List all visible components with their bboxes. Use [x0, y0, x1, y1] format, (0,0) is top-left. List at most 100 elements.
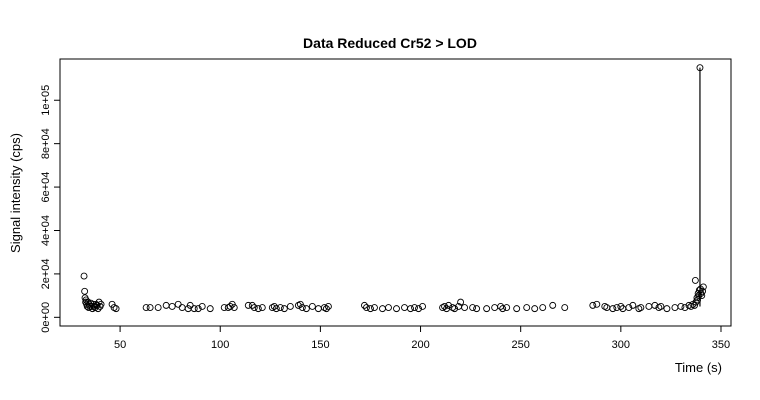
data-point — [461, 304, 469, 311]
y-tick-label: 2e+04 — [40, 258, 52, 289]
data-point — [250, 304, 258, 311]
data-point — [473, 305, 481, 313]
data-point — [146, 304, 154, 311]
data-point — [445, 301, 453, 309]
data-point — [609, 305, 617, 313]
data-point — [367, 305, 374, 313]
data-series — [80, 64, 707, 313]
data-point — [154, 304, 162, 311]
data-point — [491, 304, 499, 311]
data-point — [190, 305, 198, 313]
data-point — [361, 301, 368, 309]
data-point — [142, 304, 150, 311]
x-axis: 50 100 150 200 250 300 350 — [114, 325, 730, 351]
data-point — [401, 304, 408, 311]
data-point — [258, 304, 266, 311]
data-point — [174, 300, 182, 308]
data-point — [698, 292, 706, 300]
x-tick-label: 200 — [411, 339, 429, 351]
x-tick-label: 350 — [712, 339, 730, 351]
data-point — [248, 301, 256, 309]
data-point — [694, 296, 701, 304]
data-point — [97, 300, 105, 308]
x-tick-label: 300 — [612, 339, 630, 351]
data-point — [254, 305, 262, 313]
x-axis-label: Time (s) — [675, 360, 722, 375]
data-point — [407, 305, 414, 313]
data-point — [483, 305, 491, 313]
data-point — [531, 305, 539, 313]
data-point — [629, 301, 637, 309]
data-point — [324, 303, 332, 310]
data-point — [371, 304, 378, 311]
data-point — [696, 64, 704, 72]
data-point — [244, 301, 252, 309]
data-point — [687, 303, 695, 310]
data-point — [625, 304, 633, 311]
data-point — [194, 305, 202, 313]
data-point — [415, 305, 422, 313]
data-point — [699, 287, 707, 295]
data-point — [513, 305, 521, 313]
data-point — [503, 304, 511, 311]
data-point — [81, 287, 89, 295]
data-point — [95, 298, 103, 306]
data-point — [280, 305, 288, 313]
data-point — [469, 304, 477, 311]
data-point — [411, 304, 418, 311]
data-point — [298, 304, 306, 311]
data-point — [499, 305, 507, 313]
data-point — [393, 305, 400, 313]
data-point — [112, 305, 120, 313]
data-point — [457, 298, 465, 306]
data-point — [168, 303, 176, 310]
chart-title: Data Reduced Cr52 > LOD — [303, 35, 477, 51]
data-point — [308, 303, 316, 310]
x-tick-label: 100 — [211, 339, 229, 351]
y-tick-label: 0e+00 — [40, 302, 52, 333]
data-point — [302, 305, 310, 313]
data-point — [272, 305, 280, 313]
data-point — [657, 303, 665, 310]
data-point — [593, 300, 601, 308]
y-tick-label: 1e+05 — [40, 85, 52, 116]
data-point — [637, 304, 645, 311]
y-tick-label: 6e+04 — [40, 172, 52, 203]
x-tick-label: 250 — [512, 339, 530, 351]
data-point — [539, 304, 547, 311]
data-point — [80, 272, 88, 280]
data-point — [695, 292, 703, 300]
y-axis: 0e+00 2e+04 4e+04 6e+04 8e+04 1e+05 — [40, 85, 61, 333]
x-tick-label: 150 — [311, 339, 329, 351]
data-point — [603, 304, 611, 311]
data-point — [363, 304, 370, 311]
data-point — [691, 276, 699, 284]
data-point — [276, 304, 284, 311]
data-point — [286, 303, 294, 310]
x-tick-label: 50 — [114, 339, 126, 351]
data-point — [178, 304, 186, 311]
data-point — [226, 303, 234, 310]
data-point — [671, 304, 679, 311]
y-axis-label: Signal intensity (cps) — [8, 133, 23, 253]
data-point — [451, 305, 459, 313]
data-point — [198, 303, 206, 310]
plot-frame — [59, 58, 732, 327]
data-point — [677, 303, 685, 310]
data-point — [692, 298, 700, 306]
data-point — [322, 305, 330, 313]
data-point — [589, 301, 597, 309]
data-point — [699, 283, 707, 291]
data-point — [561, 304, 569, 311]
data-point — [379, 305, 386, 313]
data-point — [617, 303, 625, 310]
data-point — [419, 303, 426, 310]
data-point — [91, 304, 99, 311]
data-point — [206, 305, 214, 313]
data-point — [314, 305, 322, 313]
data-point — [441, 303, 449, 310]
data-point — [645, 303, 653, 310]
data-point — [691, 301, 698, 309]
data-point — [613, 304, 621, 311]
